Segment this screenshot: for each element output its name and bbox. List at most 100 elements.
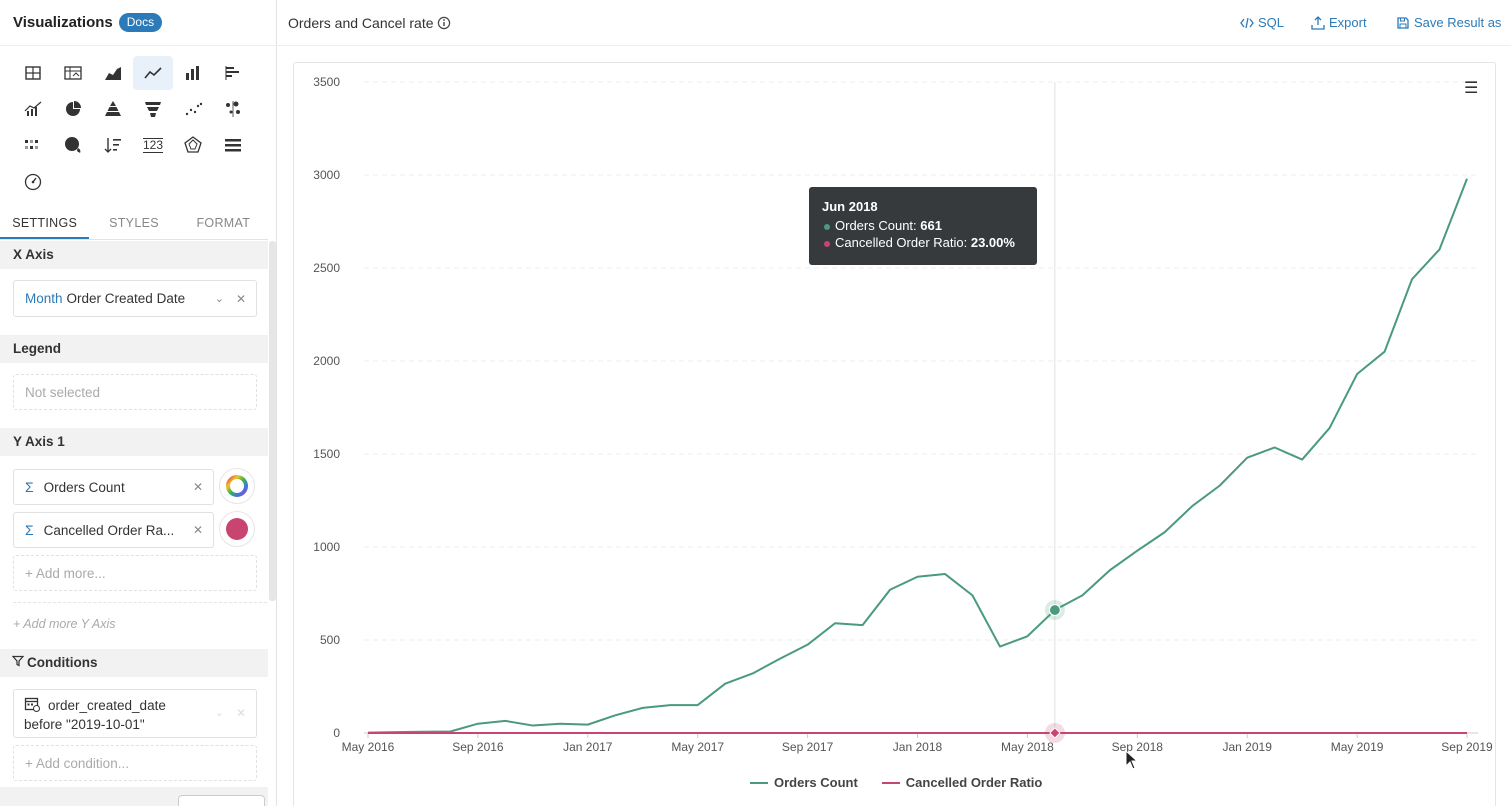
- y-field-label: Orders Count: [43, 479, 125, 495]
- heatmap-icon[interactable]: [13, 128, 53, 162]
- y-tick-label: 2000: [313, 354, 340, 368]
- color-picker-pink[interactable]: [219, 511, 255, 547]
- tooltip-value: 661: [920, 218, 942, 233]
- y-field-orders-count[interactable]: Σ Orders Count ✕: [13, 469, 214, 505]
- export-button[interactable]: Export: [1311, 15, 1367, 30]
- mouse-cursor-icon: [1125, 750, 1139, 770]
- tooltip-title: Jun 2018: [822, 199, 878, 214]
- pie-chart-icon[interactable]: [53, 92, 93, 126]
- color-picker-multicolor[interactable]: [219, 468, 255, 504]
- add-y-field[interactable]: + Add more...: [13, 555, 257, 591]
- code-icon: [1240, 17, 1254, 28]
- condition-field: order_created_date: [48, 698, 166, 713]
- area-chart-icon[interactable]: [93, 56, 133, 90]
- y-field-cancelled-ratio[interactable]: Σ Cancelled Order Ra... ✕: [13, 512, 214, 548]
- chevron-down-icon[interactable]: ⌄: [214, 707, 224, 719]
- data-point-cancelled-order-ratio[interactable]: [1049, 727, 1061, 739]
- panel-header: Visualizations Docs: [0, 0, 276, 46]
- x-tick-label: Sep 2019: [1441, 740, 1493, 754]
- settings-tabs: SETTINGS STYLES FORMAT: [0, 208, 268, 240]
- bar-chart-icon[interactable]: [213, 56, 253, 90]
- condition-item[interactable]: order_created_date before "2019-10-01" ⌄…: [13, 689, 257, 738]
- chevron-down-icon[interactable]: ⌄: [214, 293, 224, 305]
- column-chart-icon[interactable]: [173, 56, 213, 90]
- tab-settings[interactable]: SETTINGS: [0, 208, 90, 239]
- tab-format[interactable]: FORMAT: [196, 216, 251, 230]
- x-tick-label: Sep 2016: [452, 740, 504, 754]
- x-axis-heading: X Axis: [0, 241, 268, 269]
- panel-footer: [0, 787, 268, 806]
- info-icon[interactable]: [437, 16, 451, 30]
- calendar-icon: [24, 696, 40, 715]
- color-wheel-icon: [226, 475, 248, 497]
- tooltip-value: 23.00%: [970, 235, 1015, 250]
- save-result-button[interactable]: Save Result as: [1396, 15, 1501, 30]
- close-icon[interactable]: ✕: [235, 706, 246, 720]
- export-label: Export: [1329, 15, 1367, 30]
- y-tick-label: 0: [333, 726, 340, 740]
- y-tick-label: 500: [320, 633, 340, 647]
- chart-tooltip: Jun 2018 Orders Count: 661 Cancelled Ord…: [809, 187, 1037, 265]
- footer-button[interactable]: [178, 795, 265, 806]
- close-icon[interactable]: ✕: [235, 291, 246, 306]
- legend-item-orders[interactable]: Orders Count: [750, 775, 858, 790]
- tab-styles[interactable]: STYLES: [109, 216, 159, 230]
- y-axis-heading: Y Axis 1: [0, 428, 268, 456]
- add-condition[interactable]: + Add condition...: [13, 745, 257, 781]
- legend-item-cancel[interactable]: Cancelled Order Ratio: [881, 775, 1042, 790]
- series-dot: [824, 223, 830, 230]
- color-swatch: [226, 518, 248, 540]
- x-tick-label: May 2019: [1331, 740, 1384, 754]
- table-icon[interactable]: [13, 56, 53, 90]
- tooltip-label: Cancelled Order Ratio:: [835, 235, 971, 250]
- y-tick-label: 2500: [313, 261, 340, 275]
- x-tick-label: May 2017: [671, 740, 724, 754]
- sorted-list-icon[interactable]: [93, 128, 133, 162]
- scatter-chart-icon[interactable]: [173, 92, 213, 126]
- y-tick-label: 1500: [313, 447, 340, 461]
- granularity-label[interactable]: Month: [25, 291, 63, 306]
- chart-title: Orders and Cancel rate: [288, 15, 434, 31]
- tooltip-label: Orders Count:: [835, 218, 921, 233]
- menu-icon[interactable]: ☰: [1464, 80, 1479, 97]
- scrollbar[interactable]: [269, 241, 276, 601]
- tooltip-row-cancel: Cancelled Order Ratio: 23.00%: [822, 234, 1024, 251]
- pivot-table-icon[interactable]: [53, 56, 93, 90]
- save-icon: [1397, 16, 1409, 29]
- chart-card: [293, 62, 1496, 806]
- condition-rule: before "2019-10-01": [24, 717, 145, 732]
- x-axis-field[interactable]: Month Order Created Date ⌄ ✕: [13, 280, 257, 317]
- bubble-chart-icon[interactable]: [213, 92, 253, 126]
- radar-chart-icon[interactable]: [173, 128, 213, 162]
- chart-header: Orders and Cancel rate SQL Export Save R…: [278, 0, 1511, 46]
- x-tick-label: Sep 2017: [782, 740, 834, 754]
- funnel-chart-icon[interactable]: [133, 92, 173, 126]
- visualization-settings-panel: Visualizations Docs 123 SETTINGS STYLES …: [0, 0, 277, 806]
- line-chart-icon[interactable]: [133, 56, 173, 90]
- x-tick-label: Jan 2018: [893, 740, 943, 754]
- number-kpi-icon[interactable]: 123: [133, 128, 173, 162]
- save-label: Save Result as: [1414, 15, 1502, 30]
- docs-link[interactable]: Docs: [118, 13, 163, 32]
- chart-legend: Orders Count Cancelled Order Ratio: [750, 775, 1042, 790]
- add-y-axis-link[interactable]: + Add more Y Axis: [13, 617, 116, 631]
- gauge-icon[interactable]: [13, 164, 53, 198]
- close-icon[interactable]: ✕: [192, 480, 203, 494]
- legend-dropzone[interactable]: Not selected: [13, 374, 257, 410]
- pyramid-chart-icon[interactable]: [93, 92, 133, 126]
- data-point-orders-count[interactable]: [1048, 603, 1061, 617]
- progress-bars-icon[interactable]: [213, 128, 253, 162]
- legend-label: Orders Count: [774, 775, 858, 790]
- sigma-icon: Σ: [25, 479, 34, 495]
- sql-button[interactable]: SQL: [1240, 15, 1284, 30]
- x-axis-field-label: Order Created Date: [66, 291, 186, 306]
- export-icon: [1311, 15, 1325, 30]
- series-line-orders-count[interactable]: [367, 178, 1468, 734]
- geo-map-icon[interactable]: [53, 128, 93, 162]
- close-icon[interactable]: ✕: [192, 523, 203, 537]
- settings-body: X Axis Month Order Created Date ⌄ ✕ Lege…: [0, 241, 268, 806]
- combo-chart-icon[interactable]: [13, 92, 53, 126]
- sigma-icon: Σ: [25, 522, 34, 538]
